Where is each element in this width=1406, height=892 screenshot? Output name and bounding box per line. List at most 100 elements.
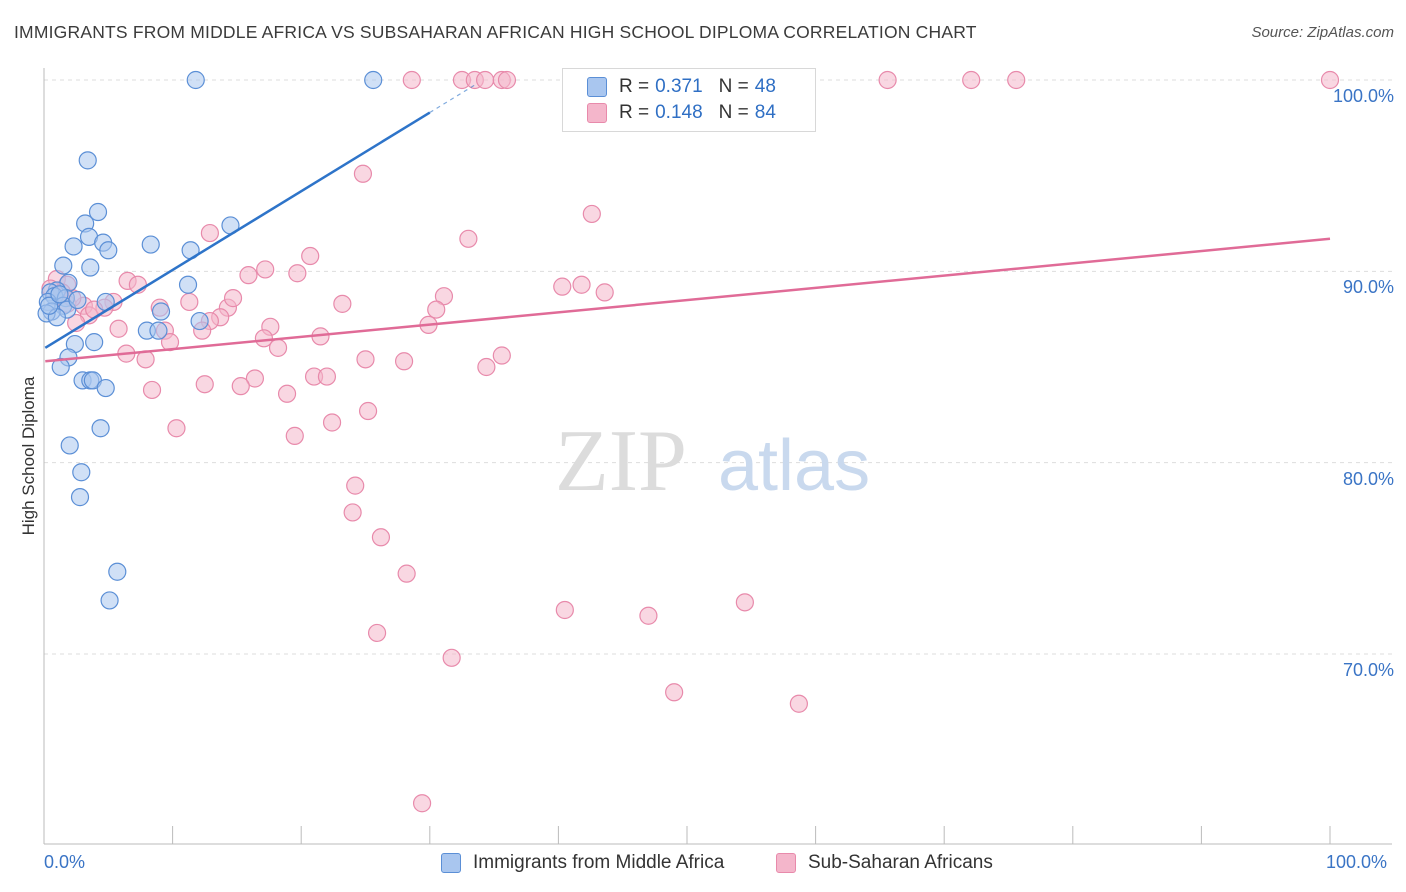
legend-swatch-blue <box>587 77 607 97</box>
point-middle-africa <box>151 302 171 321</box>
point-sub-saharan <box>553 277 572 296</box>
watermark-zip: ZIP <box>555 413 687 510</box>
point-sub-saharan <box>459 229 478 248</box>
point-sub-saharan <box>394 352 414 371</box>
correlation-legend: R = 0.371 N = 48 R = 0.148 N = 84 <box>562 68 816 132</box>
point-sub-saharan <box>582 204 601 224</box>
point-middle-africa <box>54 256 73 275</box>
point-sub-saharan <box>492 346 511 365</box>
watermark-atlas: atlas <box>718 426 870 506</box>
point-sub-saharan <box>434 287 454 306</box>
series-middle-africa-points <box>37 70 383 610</box>
point-sub-saharan <box>285 426 304 445</box>
point-middle-africa <box>99 241 118 260</box>
point-sub-saharan <box>1007 70 1026 90</box>
axes <box>43 68 1392 845</box>
point-sub-saharan <box>142 380 162 400</box>
point-sub-saharan <box>639 606 658 625</box>
point-sub-saharan <box>572 275 591 294</box>
point-sub-saharan <box>256 260 275 279</box>
trend-line-sub-saharan <box>45 237 1331 363</box>
point-sub-saharan <box>346 476 365 495</box>
series-legend: Immigrants from Middle Africa Sub-Sahara… <box>0 850 1406 878</box>
point-middle-africa <box>149 321 168 340</box>
point-sub-saharan <box>735 593 754 612</box>
point-sub-saharan <box>200 223 219 243</box>
r-label: R = <box>619 76 650 97</box>
point-middle-africa <box>364 70 383 90</box>
point-sub-saharan <box>288 264 307 283</box>
point-sub-saharan <box>343 503 362 522</box>
point-sub-saharan <box>358 401 378 421</box>
point-middle-africa <box>50 285 69 304</box>
point-middle-africa <box>141 235 160 254</box>
chart-title: IMMIGRANTS FROM MIDDLE AFRICA VS SUBSAHA… <box>14 22 977 42</box>
point-sub-saharan <box>195 375 214 394</box>
point-sub-saharan <box>301 246 320 266</box>
point-sub-saharan <box>245 369 265 388</box>
point-sub-saharan <box>231 377 250 396</box>
point-sub-saharan <box>397 564 416 583</box>
point-middle-africa <box>85 333 104 352</box>
point-sub-saharan <box>277 384 297 403</box>
point-middle-africa <box>64 237 83 256</box>
trend-line-middle-africa-extension <box>429 84 476 114</box>
y-tick-label: 90.0% <box>1342 277 1394 298</box>
y-tick-label: 80.0% <box>1342 468 1394 489</box>
point-sub-saharan <box>1320 70 1340 90</box>
point-sub-saharan <box>789 694 808 713</box>
point-middle-africa <box>51 357 70 377</box>
legend-item-sub-saharan: Sub-Saharan Africans <box>776 852 993 874</box>
y-tick-label: 70.0% <box>1342 660 1394 680</box>
point-sub-saharan <box>254 329 274 348</box>
point-sub-saharan <box>367 623 387 643</box>
point-middle-africa <box>40 296 59 315</box>
point-middle-africa <box>81 258 100 277</box>
r-value: 0.371 <box>655 76 703 97</box>
legend-swatch-pink <box>587 103 607 123</box>
point-middle-africa <box>70 488 90 507</box>
point-middle-africa <box>108 562 127 581</box>
point-sub-saharan <box>239 266 258 285</box>
point-sub-saharan <box>665 683 684 702</box>
legend-swatch-blue <box>441 853 461 873</box>
point-sub-saharan <box>962 70 981 90</box>
point-middle-africa <box>190 311 209 331</box>
point-middle-africa <box>100 591 119 610</box>
trend-lines <box>44 84 1331 363</box>
point-sub-saharan <box>109 319 128 338</box>
point-sub-saharan <box>317 367 337 386</box>
point-sub-saharan <box>412 794 432 813</box>
point-middle-africa <box>60 436 79 455</box>
legend-item-middle-africa: Immigrants from Middle Africa <box>441 852 724 874</box>
point-sub-saharan <box>475 70 495 90</box>
point-middle-africa <box>78 151 97 170</box>
legend-swatch-pink <box>776 853 796 873</box>
n-label: N = <box>718 102 749 123</box>
point-sub-saharan <box>333 294 352 313</box>
point-middle-africa <box>178 275 198 294</box>
point-sub-saharan <box>160 333 180 352</box>
point-middle-africa <box>68 290 87 310</box>
point-sub-saharan <box>223 289 243 308</box>
point-sub-saharan <box>180 292 199 312</box>
series-sub-saharan-points <box>41 70 1340 813</box>
point-sub-saharan <box>477 357 496 377</box>
trend-line-middle-africa <box>44 111 431 349</box>
x-tick-min: 0.0% <box>44 852 86 872</box>
legend-row-middle-africa: R = 0.371 N = 48 <box>587 75 776 99</box>
point-sub-saharan <box>555 600 574 620</box>
point-sub-saharan <box>595 283 614 302</box>
point-sub-saharan <box>402 70 421 90</box>
point-sub-saharan <box>353 164 373 183</box>
point-sub-saharan <box>167 419 186 438</box>
n-value: 84 <box>754 102 776 123</box>
y-axis-label: High School Diploma <box>19 376 38 536</box>
point-sub-saharan <box>268 338 288 357</box>
point-sub-saharan <box>356 350 375 369</box>
r-label: R = <box>619 102 650 123</box>
r-value: 0.148 <box>655 102 703 123</box>
point-middle-africa <box>186 70 205 90</box>
point-sub-saharan <box>878 70 897 90</box>
